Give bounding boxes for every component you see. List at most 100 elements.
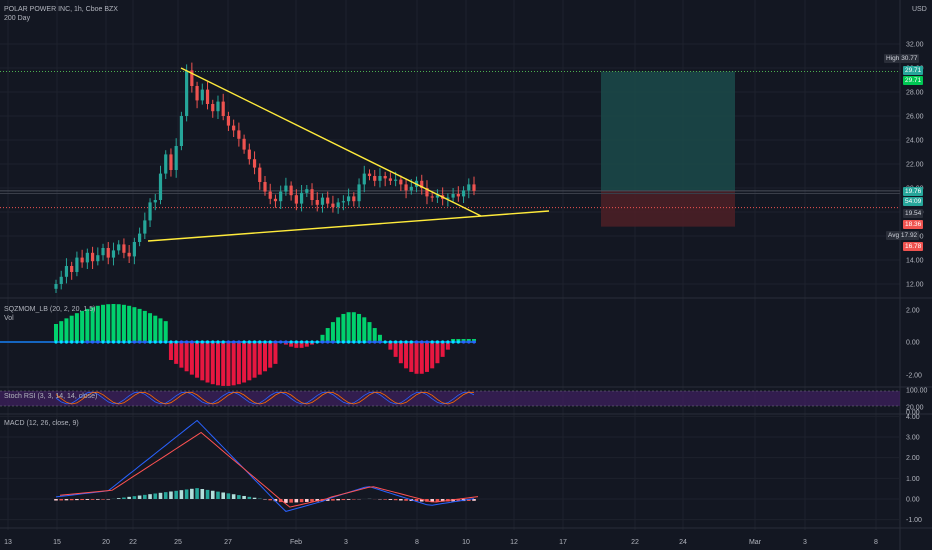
squeeze-bar (341, 313, 346, 342)
squeeze-dot (174, 340, 178, 344)
squeeze-dot (388, 340, 392, 344)
candle-body (205, 89, 210, 104)
squeeze-bar (148, 313, 153, 342)
squeeze-dot (289, 340, 293, 344)
squeeze-bar (59, 321, 64, 342)
stoch-k-line (55, 391, 475, 405)
squeeze-dot (467, 340, 471, 344)
time-tick-label: 22 (631, 539, 639, 546)
countdown-tag: 54:09 (903, 197, 924, 206)
squeeze-bar (101, 304, 106, 342)
squeeze-dot (247, 340, 251, 344)
squeeze-bar (325, 328, 330, 342)
candle-body (263, 182, 267, 192)
candle-body (467, 184, 471, 191)
squeeze-dot (420, 340, 424, 344)
candle-body (362, 173, 366, 185)
squeeze-dot (127, 340, 131, 344)
candle-body (195, 86, 199, 101)
squeeze-bar (236, 342, 241, 385)
squeeze-bar (106, 304, 111, 342)
candle-body (179, 116, 183, 146)
squeeze-dot (221, 340, 225, 344)
squeeze-bar (127, 305, 132, 342)
squeeze-bar (80, 310, 85, 342)
squeeze-dot (441, 340, 445, 344)
macd-histogram-bar (195, 488, 199, 499)
squeeze-bar (409, 342, 414, 372)
squeeze-dot (394, 340, 398, 344)
candle-body (200, 89, 204, 101)
candle-body (169, 154, 173, 170)
macd-histogram-bar (299, 499, 304, 503)
candle-body (284, 185, 288, 192)
squeeze-bar (320, 334, 325, 342)
squeeze-dot (362, 340, 366, 344)
candle-body (127, 252, 131, 257)
macd-legend: MACD (12, 26, close, 9) (4, 420, 79, 427)
macd-histogram-bar (127, 496, 131, 499)
candle-body (70, 266, 74, 272)
squeeze-bar (231, 342, 236, 386)
squeeze-bar (189, 342, 194, 375)
macd-histogram-bar (106, 499, 111, 500)
squeeze-dot (472, 340, 476, 344)
candle-body (289, 185, 293, 196)
macd-histogram-bar (59, 499, 64, 501)
candle-body (111, 250, 116, 258)
squeeze-bar (377, 334, 382, 342)
candle-body (430, 196, 434, 198)
squeeze-dot (399, 340, 403, 344)
squeeze-dot (252, 340, 257, 344)
macd-histogram-bar (200, 489, 205, 499)
macd-histogram-bar (210, 490, 215, 499)
squeeze-bar (137, 308, 142, 342)
squeeze-dot (461, 340, 466, 344)
macd-histogram-bar (419, 499, 424, 502)
squeeze-bar (200, 342, 205, 381)
candle-body (221, 101, 225, 116)
squeeze-dot (263, 340, 267, 344)
squeeze-bar (268, 342, 273, 368)
macd-histogram-bar (268, 499, 273, 501)
macd-histogram-bar (336, 499, 340, 501)
candle-body (232, 125, 236, 131)
squeeze-bar (163, 321, 168, 342)
squeeze-dot (425, 340, 429, 344)
macd-tick-label: -1.00 (906, 517, 922, 524)
squeeze-dot (451, 340, 455, 344)
macd-histogram-bar (174, 490, 178, 499)
squeeze-bar (252, 342, 257, 378)
candle-body (211, 104, 215, 112)
macd-histogram-bar (163, 492, 168, 499)
candle-body (451, 194, 455, 198)
time-tick-label: 13 (4, 539, 12, 546)
stoch-d-line (55, 391, 475, 405)
macd-histogram-bar (325, 499, 330, 501)
squeeze-dot (237, 340, 241, 344)
sqz-legend: SQZMOM_LB (20, 2, 20, 1.5) (4, 306, 96, 313)
candle-body (174, 146, 178, 170)
squeeze-dot (435, 340, 440, 344)
candle-body (226, 116, 231, 126)
squeeze-dot (378, 340, 382, 344)
candle-body (143, 220, 147, 234)
macd-histogram-bar (435, 499, 440, 502)
squeeze-bar (95, 305, 100, 342)
candle-body (394, 179, 398, 181)
macd-tick-label: 4.00 (906, 414, 920, 421)
macd-histogram-bar (80, 499, 84, 501)
candle-body (117, 244, 121, 251)
squeeze-bar (195, 342, 200, 378)
squeeze-bar (299, 342, 304, 348)
squeeze-dot (90, 340, 95, 344)
candle-body (341, 201, 345, 203)
candle-body (106, 248, 110, 258)
macd-tick-label: 3.00 (906, 435, 920, 442)
squeeze-dot (75, 340, 79, 344)
level-tag-2: 16.78 (903, 242, 924, 251)
macd-histogram-bar (393, 499, 398, 501)
squeeze-dot (216, 340, 220, 344)
squeeze-bar (388, 342, 393, 350)
